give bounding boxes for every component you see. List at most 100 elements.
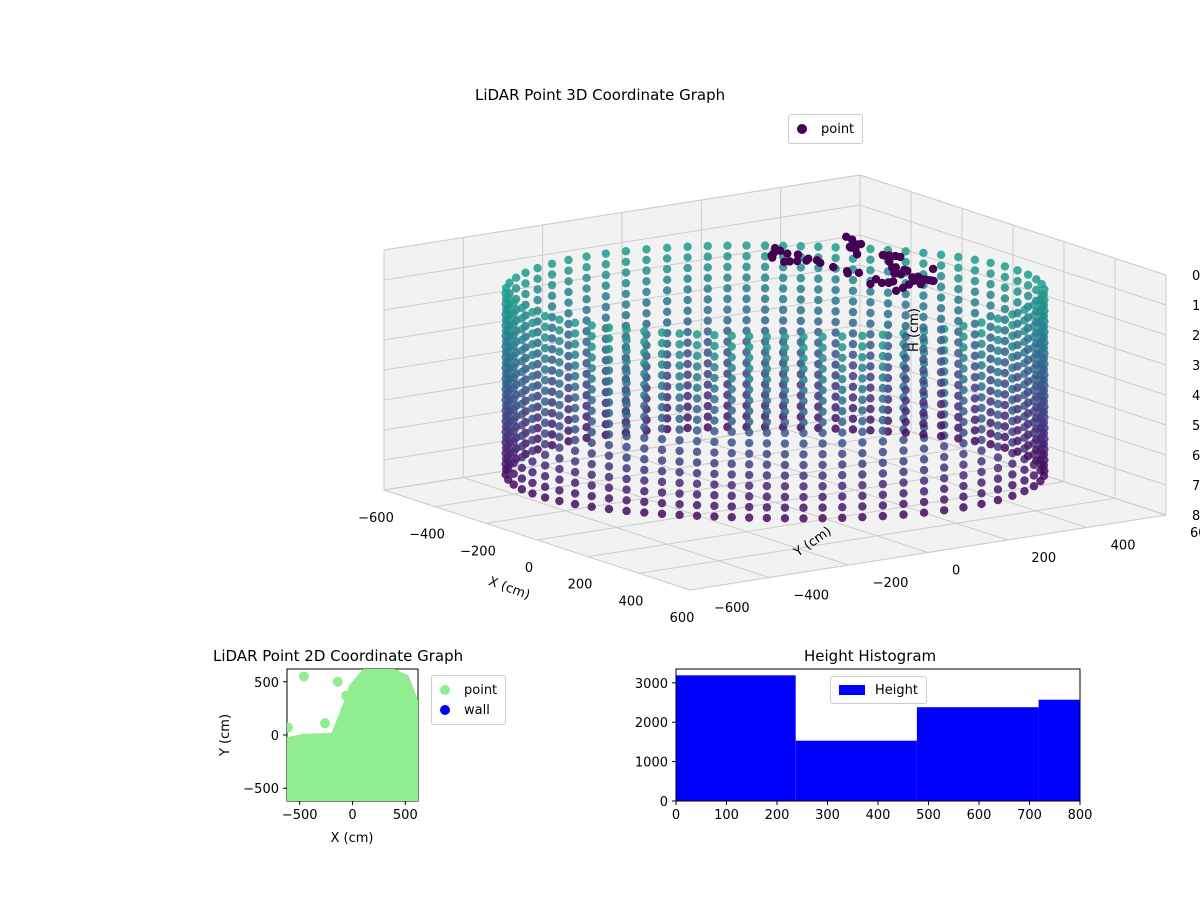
data-point [970,372,980,382]
data-point [533,285,542,294]
data-point [710,384,719,393]
data-point [540,365,550,374]
data-point [838,385,847,395]
x-tick-label: 100 [714,808,739,823]
data-point [919,376,928,386]
data-point [901,353,910,363]
data-point [936,421,946,430]
data-point [744,513,754,522]
data-point [814,317,823,326]
data-point [564,383,573,393]
data-point [936,293,946,302]
data-point [642,298,651,307]
data-point [555,422,564,431]
data-point [547,355,557,365]
data-point [838,513,847,523]
data-point [601,281,611,290]
data-point [528,468,537,477]
data-point [710,373,719,383]
data-point [662,307,672,317]
data-point [604,504,614,514]
data-point [1000,294,1010,303]
histogram-bar [676,675,796,801]
data-point [901,385,910,395]
data-point [1037,365,1046,374]
data-point [838,407,847,416]
data-point [1008,459,1017,469]
data-point [657,349,667,359]
data-point [622,357,631,366]
data-point [657,360,667,369]
data-point [540,386,550,396]
y-tick-label: 0 [271,729,279,744]
data-point [710,416,719,425]
data-point [517,421,527,430]
data-point [1023,345,1033,354]
data-point [742,305,751,314]
data-point [866,308,875,318]
data-point [899,489,908,498]
data-point [970,298,980,307]
data-point [899,446,908,455]
data-point [762,375,772,384]
data-point [1013,266,1022,275]
data-point [675,361,684,370]
data-point [683,381,692,390]
data-point [504,326,513,335]
z-axis-label: H (cm) [907,308,922,352]
data-point [703,369,712,379]
data-point [919,497,929,507]
data-point [604,440,614,450]
data-point [831,339,840,348]
data-point [919,259,928,268]
data-point [640,401,649,411]
data-point [564,341,573,350]
data-point [780,482,790,491]
data-point [504,304,513,314]
data-point [570,350,580,359]
data-point [622,325,631,334]
data-point [582,284,591,293]
data-point [744,353,754,362]
data-point [829,262,838,272]
data-point [939,442,949,451]
y-tick-label: −200 [873,576,909,591]
data-point [1000,262,1010,271]
data-point [818,418,827,427]
data-point [936,271,946,281]
data-point [511,273,521,282]
data-point [1000,422,1010,431]
data-point [657,402,667,412]
data-point [555,411,564,420]
data-point [564,351,573,361]
data-point [703,401,712,411]
data-point [727,342,736,351]
data-point [977,329,986,338]
data-point [582,252,591,261]
data-point [675,372,684,381]
data-point [818,450,827,459]
data-point [332,676,343,687]
data-point [866,298,875,307]
data-point [287,722,294,733]
data-point [710,480,719,489]
data-point [858,491,867,501]
data-point [509,405,518,415]
data-point [540,354,550,364]
data-point [727,352,736,362]
data-point [986,386,995,396]
data-point [1037,290,1046,300]
data-point [954,252,963,262]
data-point [710,395,719,404]
data-point [970,383,980,392]
data-point [780,450,790,459]
data-point [818,407,827,416]
data-point [885,251,894,260]
data-point [977,425,986,434]
data-point [986,280,995,289]
data-point [710,512,719,521]
data-point [848,403,858,413]
data-point [657,445,667,455]
data-point [854,268,864,277]
data-point [842,232,851,242]
